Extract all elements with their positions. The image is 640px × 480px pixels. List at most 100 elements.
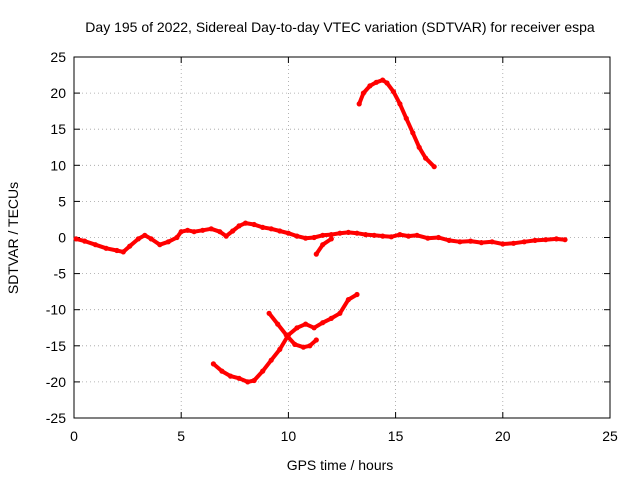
data-point-lower-arc: [328, 315, 334, 321]
data-point-main-track: [191, 229, 197, 235]
data-point-main-track: [435, 234, 442, 241]
data-point-upper-branch: [410, 130, 416, 136]
data-point-main-track: [174, 234, 180, 241]
data-point-main-track: [103, 245, 109, 251]
data-point-upper-branch: [390, 89, 397, 95]
data-point-lower-arc: [251, 377, 257, 384]
data-point-main-track: [371, 232, 377, 238]
data-point-main-track: [217, 229, 223, 235]
x-tick-label: 25: [602, 428, 618, 444]
data-point-main-track: [242, 220, 249, 226]
y-tick-label: -10: [46, 302, 66, 318]
data-point-main-track: [532, 237, 538, 243]
data-point-lower-arc: [345, 297, 351, 303]
data-point-upper-branch: [356, 101, 362, 107]
x-axis-label: GPS time / hours: [287, 457, 394, 473]
data-point-main-track: [328, 232, 334, 238]
data-point-main-track: [510, 240, 517, 246]
data-point-main-track: [268, 226, 274, 232]
series-group: [73, 77, 568, 385]
data-point-main-track: [294, 233, 300, 239]
data-point-main-track: [73, 236, 79, 242]
data-point-main-track: [223, 233, 229, 239]
data-point-main-track: [200, 227, 206, 233]
data-point-lower-branch: [307, 343, 313, 349]
data-point-lower-arc: [227, 373, 234, 379]
data-point-main-track: [92, 242, 98, 248]
series-line-lower-arc: [211, 292, 359, 384]
x-tick-label: 10: [281, 428, 297, 444]
data-point-upper-branch: [397, 101, 403, 107]
data-point-main-track: [114, 247, 120, 254]
data-point-main-track: [127, 243, 133, 249]
axis-ticks: [73, 56, 611, 419]
data-point-lower-arc: [337, 310, 343, 316]
data-point-lower-arc: [294, 325, 300, 331]
data-point-spur: [313, 251, 319, 257]
y-tick-label: 10: [50, 157, 66, 173]
data-point-main-track: [345, 229, 351, 235]
data-point-main-track: [230, 228, 236, 234]
data-point-main-track: [562, 237, 568, 243]
data-point-main-track: [489, 239, 495, 245]
data-point-main-track: [380, 233, 386, 239]
chart-title: Day 195 of 2022, Sidereal Day-to-day VTE…: [85, 19, 595, 35]
data-point-lower-arc: [303, 321, 309, 327]
data-point-lower-arc: [236, 375, 242, 381]
data-point-upper-branch: [380, 77, 386, 83]
data-point-lower-arc: [245, 379, 251, 385]
data-point-main-track: [543, 237, 549, 243]
data-point-main-track: [303, 235, 309, 241]
data-point-main-track: [337, 230, 343, 236]
data-point-main-track: [142, 232, 148, 238]
data-point-main-track: [405, 233, 412, 239]
y-tick-label: 0: [58, 230, 66, 246]
data-point-main-track: [311, 234, 317, 241]
data-point-main-track: [397, 232, 403, 238]
data-point-main-track: [157, 242, 163, 248]
data-point-upper-branch: [384, 80, 390, 86]
x-tick-label: 0: [70, 428, 78, 444]
data-point-main-track: [553, 236, 560, 242]
y-tick-label: 20: [50, 85, 66, 101]
x-tick-label: 15: [388, 428, 404, 444]
data-point-upper-branch: [403, 115, 409, 121]
data-point-main-track: [120, 249, 126, 255]
tick-labels: 0 5 10 15 20 25 -25 -20 -15 -10 -5 0 5 10 15 20 25: [46, 49, 618, 444]
data-point-lower-branch: [300, 344, 306, 350]
data-point-lower-arc: [268, 357, 274, 363]
x-tick-label: 5: [177, 428, 185, 444]
data-point-lower-branch: [275, 321, 281, 327]
y-tick-label: -25: [46, 410, 66, 426]
data-point-main-track: [363, 232, 369, 238]
y-tick-label: 25: [50, 49, 66, 65]
data-point-main-track: [521, 239, 527, 245]
data-point-main-track: [468, 238, 474, 244]
data-point-main-track: [251, 221, 257, 228]
data-point-upper-branch: [367, 83, 373, 89]
data-point-lower-branch: [266, 310, 272, 316]
y-tick-label: -5: [54, 266, 67, 282]
data-point-lower-branch: [292, 341, 298, 347]
data-point-lower-branch: [313, 337, 319, 343]
y-tick-label: -20: [46, 374, 66, 390]
x-tick-label: 20: [495, 428, 511, 444]
data-point-main-track: [135, 236, 141, 242]
data-point-main-track: [354, 230, 360, 236]
data-point-upper-branch: [423, 155, 429, 161]
data-point-main-track: [178, 229, 184, 235]
data-point-main-track: [208, 226, 214, 232]
data-point-spur: [320, 242, 326, 248]
y-axis-label: SDTVAR / TECUs: [5, 182, 21, 294]
data-point-main-track: [260, 224, 266, 230]
data-point-main-track: [414, 232, 420, 238]
data-point-lower-arc: [277, 346, 283, 352]
data-point-main-track: [457, 239, 463, 245]
data-point-lower-arc: [320, 320, 326, 326]
data-point-main-track: [285, 230, 291, 236]
data-point-lower-arc: [210, 361, 216, 367]
data-point-upper-branch: [373, 79, 379, 85]
data-point-upper-branch: [360, 90, 366, 96]
data-point-main-track: [478, 240, 484, 246]
